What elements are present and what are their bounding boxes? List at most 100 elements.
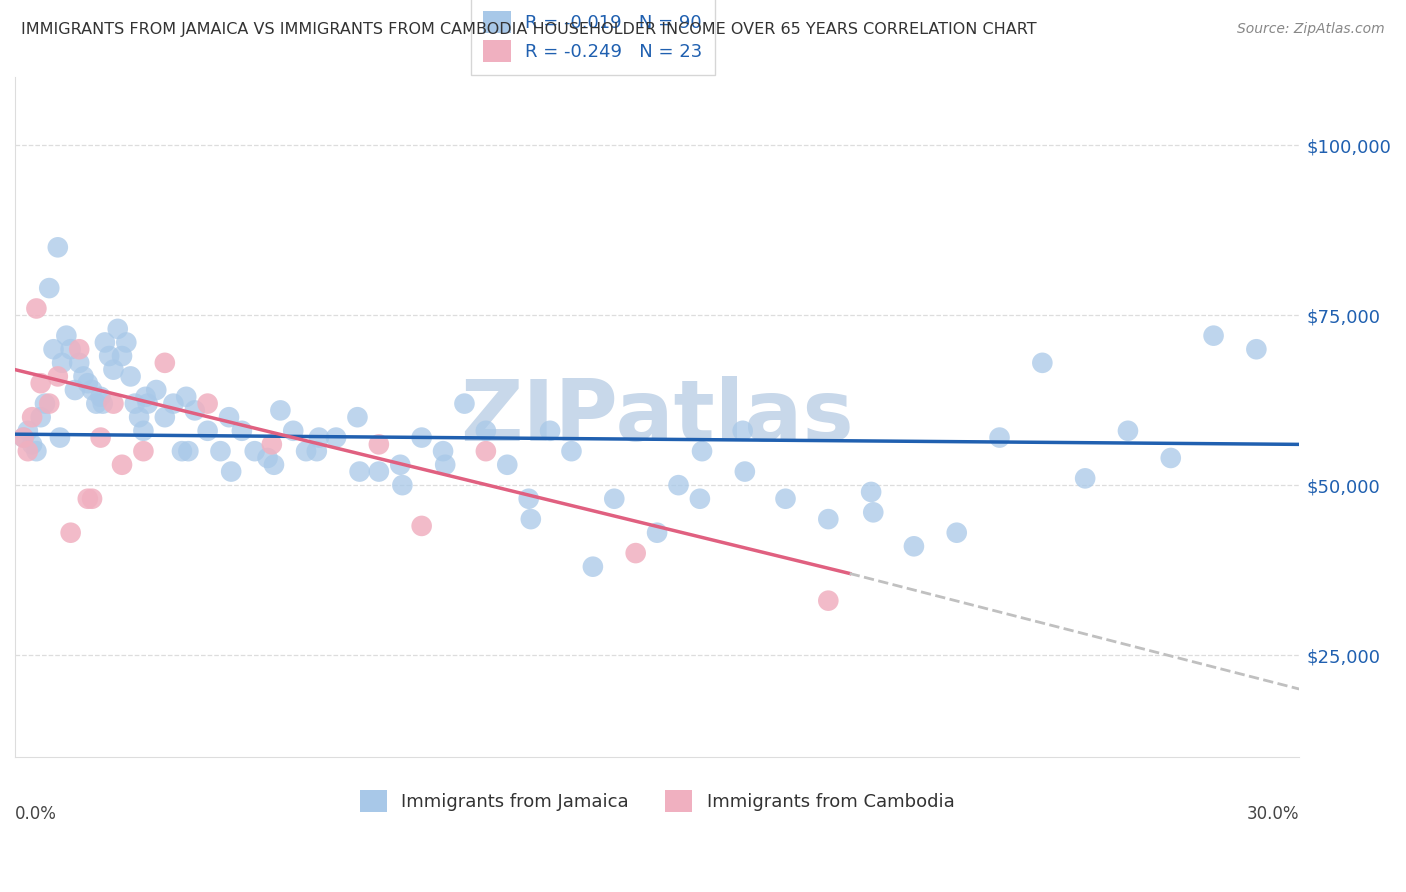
Point bbox=[115, 335, 138, 350]
Text: 0.0%: 0.0% bbox=[15, 805, 56, 822]
Point bbox=[689, 491, 711, 506]
Point bbox=[775, 491, 797, 506]
Point bbox=[391, 478, 413, 492]
Legend: Immigrants from Jamaica, Immigrants from Cambodia: Immigrants from Jamaica, Immigrants from… bbox=[349, 779, 965, 822]
Point bbox=[21, 410, 44, 425]
Point bbox=[645, 525, 668, 540]
Point bbox=[63, 383, 86, 397]
Point bbox=[269, 403, 291, 417]
Point bbox=[25, 444, 48, 458]
Point bbox=[59, 343, 82, 357]
Point bbox=[153, 410, 176, 425]
Point bbox=[103, 362, 125, 376]
Point bbox=[367, 437, 389, 451]
Point bbox=[38, 396, 60, 410]
Point bbox=[988, 431, 1011, 445]
Point bbox=[517, 491, 540, 506]
Point bbox=[67, 356, 90, 370]
Point bbox=[120, 369, 142, 384]
Point bbox=[38, 281, 60, 295]
Point bbox=[538, 424, 561, 438]
Point bbox=[124, 396, 146, 410]
Point bbox=[170, 444, 193, 458]
Point bbox=[25, 301, 48, 316]
Point bbox=[520, 512, 543, 526]
Point bbox=[72, 369, 94, 384]
Point bbox=[103, 396, 125, 410]
Point bbox=[496, 458, 519, 472]
Point bbox=[197, 396, 219, 410]
Point bbox=[1031, 356, 1053, 370]
Point bbox=[1116, 424, 1139, 438]
Point bbox=[49, 431, 72, 445]
Point bbox=[668, 478, 690, 492]
Point bbox=[21, 437, 44, 451]
Point bbox=[184, 403, 207, 417]
Point bbox=[153, 356, 176, 370]
Point bbox=[90, 390, 112, 404]
Point bbox=[817, 512, 839, 526]
Point bbox=[945, 525, 967, 540]
Text: ZIPatlas: ZIPatlas bbox=[460, 376, 853, 458]
Point bbox=[135, 390, 157, 404]
Point bbox=[177, 444, 200, 458]
Point bbox=[734, 465, 756, 479]
Point bbox=[80, 383, 103, 397]
Point bbox=[42, 343, 65, 357]
Point bbox=[98, 349, 121, 363]
Point bbox=[91, 396, 114, 410]
Point bbox=[624, 546, 647, 560]
Point bbox=[1246, 343, 1268, 357]
Point bbox=[107, 322, 129, 336]
Point bbox=[560, 444, 582, 458]
Point bbox=[55, 328, 77, 343]
Point bbox=[349, 465, 371, 479]
Point bbox=[432, 444, 454, 458]
Point bbox=[219, 465, 242, 479]
Point bbox=[13, 431, 35, 445]
Point bbox=[218, 410, 240, 425]
Point bbox=[603, 491, 626, 506]
Point bbox=[46, 240, 69, 254]
Point bbox=[411, 431, 433, 445]
Point bbox=[162, 396, 184, 410]
Point bbox=[197, 424, 219, 438]
Text: IMMIGRANTS FROM JAMAICA VS IMMIGRANTS FROM CAMBODIA HOUSEHOLDER INCOME OVER 65 Y: IMMIGRANTS FROM JAMAICA VS IMMIGRANTS FR… bbox=[21, 22, 1036, 37]
Text: 30.0%: 30.0% bbox=[1247, 805, 1299, 822]
Point bbox=[690, 444, 713, 458]
Point bbox=[132, 424, 155, 438]
Point bbox=[145, 383, 167, 397]
Point bbox=[34, 396, 56, 410]
Point bbox=[411, 519, 433, 533]
Point bbox=[59, 525, 82, 540]
Point bbox=[731, 424, 754, 438]
Point bbox=[1074, 471, 1097, 485]
Point bbox=[132, 444, 155, 458]
Point bbox=[260, 437, 283, 451]
Point bbox=[51, 356, 73, 370]
Point bbox=[582, 559, 605, 574]
Text: Source: ZipAtlas.com: Source: ZipAtlas.com bbox=[1237, 22, 1385, 37]
Point bbox=[256, 450, 278, 465]
Point bbox=[389, 458, 412, 472]
Point bbox=[17, 444, 39, 458]
Point bbox=[325, 431, 347, 445]
Point bbox=[243, 444, 266, 458]
Point bbox=[86, 396, 108, 410]
Point bbox=[817, 593, 839, 607]
Point bbox=[453, 396, 475, 410]
Point bbox=[136, 396, 159, 410]
Point bbox=[308, 431, 330, 445]
Point bbox=[90, 431, 112, 445]
Point bbox=[111, 458, 134, 472]
Point bbox=[94, 335, 117, 350]
Point bbox=[1202, 328, 1225, 343]
Point bbox=[346, 410, 368, 425]
Point bbox=[263, 458, 285, 472]
Point bbox=[862, 505, 884, 519]
Point bbox=[231, 424, 253, 438]
Point bbox=[76, 376, 98, 391]
Point bbox=[283, 424, 305, 438]
Point bbox=[174, 390, 197, 404]
Point bbox=[367, 465, 389, 479]
